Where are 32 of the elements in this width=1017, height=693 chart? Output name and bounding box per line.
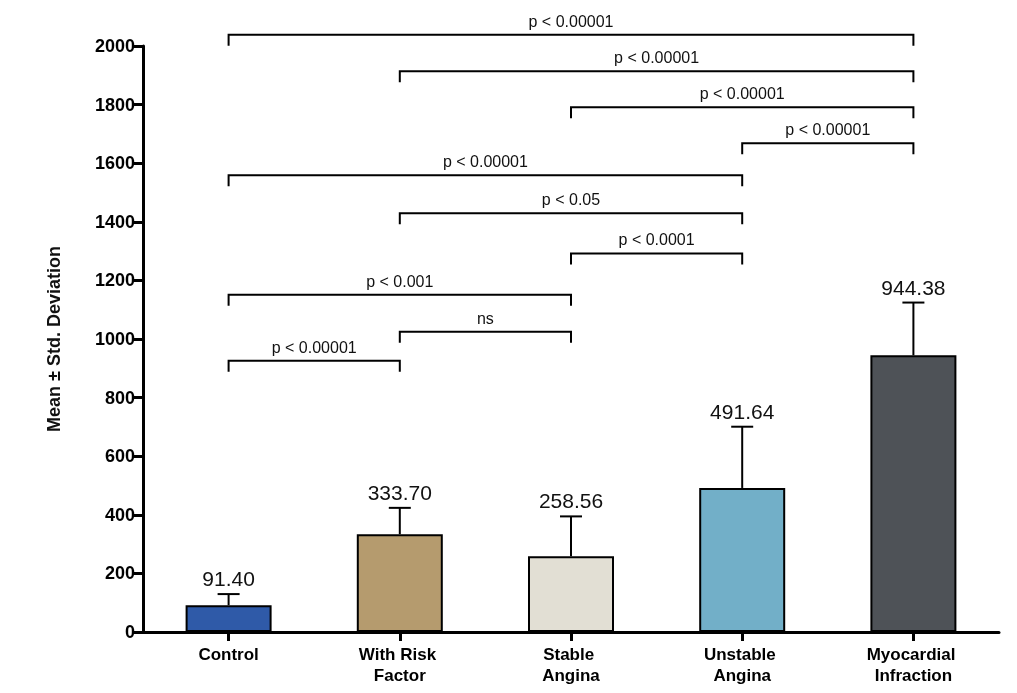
x-tick-label: Myocardial Infraction [866, 645, 961, 685]
annotation: p < 0.00001 [785, 121, 871, 139]
x-tick-label: Stable Angina [542, 645, 601, 685]
y-tick-label: 400 [104, 504, 135, 525]
data-label: 91.40 [202, 567, 255, 591]
annotation: p < 0.00001 [699, 85, 785, 103]
text: p < 0.00001 [528, 12, 614, 30]
y-tick-label: 1600 [94, 153, 135, 174]
data-label: 258.56 [538, 489, 604, 513]
y-tick-label: 1200 [94, 270, 135, 291]
y-tick-label: 0 [124, 622, 135, 642]
annotation: p < 0.00001 [614, 49, 700, 67]
x-tick-label: Control [198, 645, 259, 664]
annotation: p < 0.05 [541, 191, 601, 209]
annotation: ns [476, 309, 494, 327]
annotation: p < 0.001 [366, 272, 434, 290]
data-label: 944.38 [881, 275, 946, 299]
annotation: p < 0.00001 [442, 153, 528, 171]
data-label: 333.70 [367, 480, 432, 504]
annotation: p < 0.0001 [618, 231, 695, 249]
y-tick-label: 1000 [94, 329, 135, 349]
y-tick-label: 1400 [94, 211, 135, 232]
y-tick-label: 200 [104, 563, 135, 584]
x-tick-label: With Risk Factor [358, 645, 441, 685]
y-tick-label: 800 [104, 387, 135, 408]
y-tick-label: 1800 [94, 94, 135, 115]
y-tick-label: 2000 [94, 36, 135, 56]
y-axis-title: Mean ± Std. Deviation [44, 246, 64, 432]
y-tick-label: 600 [104, 446, 135, 467]
x-tick-label: Unstable Angina [703, 645, 781, 685]
annotation: p < 0.00001 [271, 338, 357, 356]
data-label: 491.64 [710, 399, 775, 423]
